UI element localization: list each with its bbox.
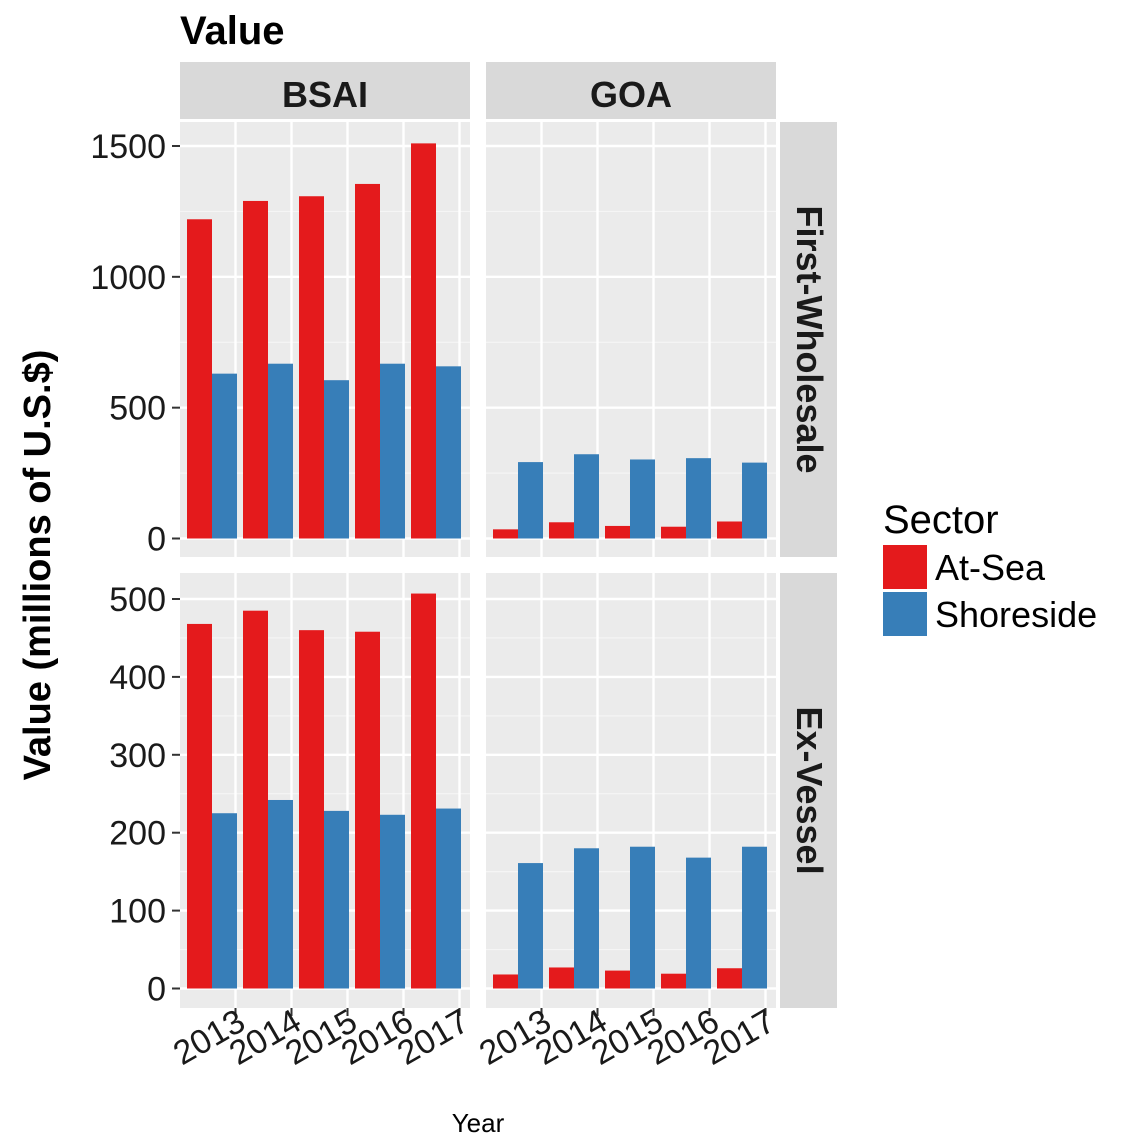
row-strip-label-ex-vessel: Ex-Vessel <box>789 706 830 874</box>
panel-goa-first-wholesale <box>486 122 776 557</box>
bar-at-sea-2017 <box>411 143 436 539</box>
bar-at-sea-2014 <box>243 610 268 989</box>
bar-at-sea-2015 <box>299 630 324 989</box>
bar-shoreside-2014 <box>268 799 293 989</box>
y-tick-label: 200 <box>109 815 166 853</box>
y-tick-label: 0 <box>147 521 166 559</box>
bar-shoreside-2013 <box>212 373 237 539</box>
legend: Sector At-Sea Shoreside <box>883 498 1097 636</box>
bar-shoreside-2017 <box>742 462 767 539</box>
legend-label-at-sea: At-Sea <box>935 547 1046 588</box>
bar-at-sea-2015 <box>299 196 324 539</box>
bar-shoreside-2016 <box>686 458 711 539</box>
legend-swatch-shoreside <box>883 592 927 636</box>
bar-shoreside-2015 <box>630 846 655 989</box>
y-tick-label: 1000 <box>90 259 166 297</box>
bar-at-sea-2016 <box>661 526 686 539</box>
y-axis-title: Value (millions of U.S.$) <box>17 350 59 781</box>
bar-shoreside-2017 <box>742 846 767 989</box>
y-tick-label: 400 <box>109 659 166 697</box>
bar-shoreside-2014 <box>268 363 293 539</box>
bar-shoreside-2013 <box>518 863 543 989</box>
bar-at-sea-2016 <box>355 183 380 539</box>
legend-title: Sector <box>883 498 999 542</box>
row-strip-first-wholesale <box>780 122 837 557</box>
bar-at-sea-2016 <box>355 631 380 989</box>
bar-at-sea-2015 <box>605 525 630 539</box>
bar-shoreside-2014 <box>574 848 599 989</box>
bar-shoreside-2015 <box>630 459 655 539</box>
chart-title: Value <box>180 9 285 53</box>
bar-shoreside-2016 <box>686 857 711 989</box>
bar-at-sea-2017 <box>411 593 436 989</box>
bar-shoreside-2014 <box>574 454 599 539</box>
bar-shoreside-2015 <box>324 380 349 539</box>
bar-at-sea-2014 <box>549 967 574 989</box>
legend-swatch-at-sea <box>883 545 927 589</box>
y-tick-label: 100 <box>109 893 166 931</box>
bar-at-sea-2013 <box>493 529 518 539</box>
bar-at-sea-2014 <box>243 200 268 539</box>
bar-at-sea-2015 <box>605 970 630 989</box>
y-tick-label: 500 <box>109 581 166 619</box>
y-tick-label: 500 <box>109 390 166 428</box>
bar-at-sea-2014 <box>549 522 574 539</box>
row-strip-ex-vessel <box>780 573 837 1008</box>
plot-area: BSAI GOAFirst-WholesaleEx-Vessel050010001… <box>90 62 837 1073</box>
bar-at-sea-2013 <box>187 623 212 989</box>
row-strip-label-first-wholesale: First-Wholesale <box>789 205 830 473</box>
bar-at-sea-2013 <box>493 974 518 989</box>
column-strip-goa <box>486 62 776 119</box>
bar-shoreside-2013 <box>518 462 543 539</box>
bar-shoreside-2013 <box>212 813 237 989</box>
column-strip-label-goa: GOA <box>590 74 672 115</box>
bar-at-sea-2013 <box>187 219 212 539</box>
bar-at-sea-2017 <box>717 968 742 989</box>
bar-at-sea-2017 <box>717 521 742 539</box>
panel-bsai-first-wholesale: 0 500 1000 1500 <box>90 122 470 559</box>
y-tick-label: 1500 <box>90 128 166 166</box>
bar-shoreside-2015 <box>324 810 349 989</box>
bar-shoreside-2017 <box>436 366 461 539</box>
y-tick-label: 300 <box>109 737 166 775</box>
legend-label-shoreside: Shoreside <box>935 594 1097 635</box>
bar-at-sea-2016 <box>661 973 686 989</box>
y-tick-label: 0 <box>147 971 166 1009</box>
bar-shoreside-2016 <box>380 814 405 989</box>
bar-shoreside-2016 <box>380 363 405 539</box>
column-strip-label-bsai: BSAI <box>282 74 368 115</box>
x-axis-title: Year <box>452 1108 505 1135</box>
bar-shoreside-2017 <box>436 808 461 989</box>
column-strip-bsai <box>180 62 470 119</box>
